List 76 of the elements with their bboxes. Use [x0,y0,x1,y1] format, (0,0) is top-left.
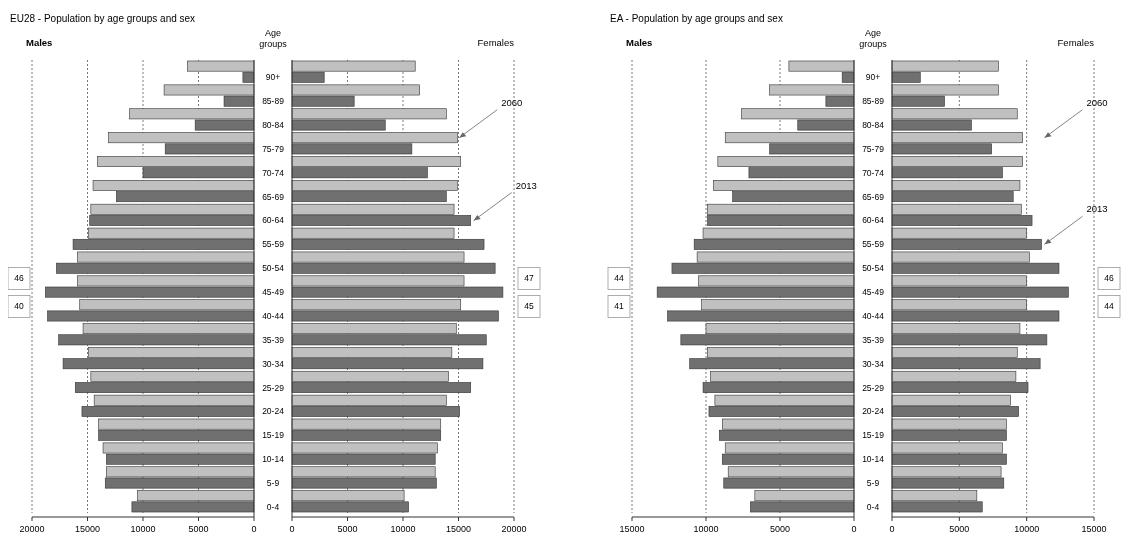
x-tick-label: 15000 [1081,524,1107,534]
y-tick-label: 0-4 [866,501,880,512]
x-tick-label: 5000 [337,524,358,534]
y-tick-label: 55-59 [862,239,885,250]
chart-title: Females [477,37,515,48]
y-axis-title: Age groups [859,28,888,49]
annotation: 2013 [1086,203,1108,215]
y-tick-label: 40-44 [262,310,285,321]
chart-subtitle: Males [626,37,653,48]
x-tick-label: 15000 [74,524,101,534]
y-tick-label: 15-19 [862,430,885,441]
x-tick-label: 15000 [619,524,645,534]
y-tick-label: 20-24 [262,406,285,417]
x-tick-label: 0 [251,524,257,534]
y-tick-label: 60-64 [262,215,285,226]
y-tick-label: 85-89 [862,96,885,107]
x-tick-label: 20000 [501,524,527,534]
x-tick-label: 10000 [1014,524,1040,534]
text: 44 [614,273,624,284]
y-tick-label: 0-4 [266,501,280,512]
y-tick-label: 80-84 [862,120,885,131]
y-tick-label: 80-84 [262,120,285,131]
y-tick-label: 90+ [265,72,281,83]
y-tick-label: 45-49 [862,287,885,298]
y-tick-label: 55-59 [262,239,285,250]
y-tick-label: 5-9 [266,478,280,489]
x-tick-label: 20000 [19,524,45,534]
y-tick-label: 25-29 [262,382,285,393]
x-tick-label: 10000 [390,524,416,534]
y-tick-label: 20-24 [862,406,885,417]
text: 40 [14,301,24,312]
chart-title: EA - Population by age groups and sex [610,13,783,24]
y-tick-label: 50-54 [262,263,285,274]
y-tick-label: 75-79 [862,143,885,154]
x-tick-label: 0 [889,524,895,534]
y-tick-label: 10-14 [862,454,885,465]
x-tick-label: 5000 [949,524,970,534]
y-tick-label: 25-29 [862,382,885,393]
chart-subtitle: Males [26,37,53,48]
chart-title: Females [1057,37,1095,48]
y-tick-label: 65-69 [862,191,885,202]
annotation: 2013 [515,179,537,191]
text: 45 [524,301,534,312]
y-tick-label: 40-44 [862,310,885,321]
text: 41 [614,301,624,312]
y-tick-label: 5-9 [866,478,880,489]
x-tick-label: 0 [851,524,857,534]
y-tick-label: 35-39 [862,334,885,345]
annotation: 2060 [501,96,523,108]
y-axis-title: Age groups [259,28,288,49]
y-tick-label: 75-79 [262,143,285,154]
text: 46 [14,273,24,284]
text: 44 [1104,301,1114,312]
text: 47 [524,273,534,284]
text: 46 [1104,273,1114,284]
x-tick-label: 15000 [445,524,472,534]
y-tick-label: 15-19 [262,430,285,441]
y-tick-label: 85-89 [262,96,285,107]
y-tick-label: 65-69 [262,191,285,202]
y-tick-label: 70-74 [262,167,285,178]
y-tick-label: 30-34 [862,358,885,369]
x-tick-label: 0 [289,524,295,534]
chart-title: EU28 - Population by age groups and sex [10,13,196,24]
y-tick-label: 70-74 [862,167,885,178]
y-tick-label: 35-39 [262,334,285,345]
x-tick-label: 10000 [693,524,719,534]
x-tick-label: 5000 [769,524,791,534]
y-tick-label: 45-49 [262,287,285,298]
y-tick-label: 10-14 [262,454,285,465]
y-tick-label: 90+ [865,72,881,83]
x-tick-label: 5000 [188,524,209,534]
y-tick-label: 30-34 [262,358,285,369]
x-tick-label: 10000 [130,524,156,534]
y-tick-label: 50-54 [862,263,885,274]
annotation: 2060 [1086,96,1108,108]
y-tick-label: 60-64 [862,215,885,226]
